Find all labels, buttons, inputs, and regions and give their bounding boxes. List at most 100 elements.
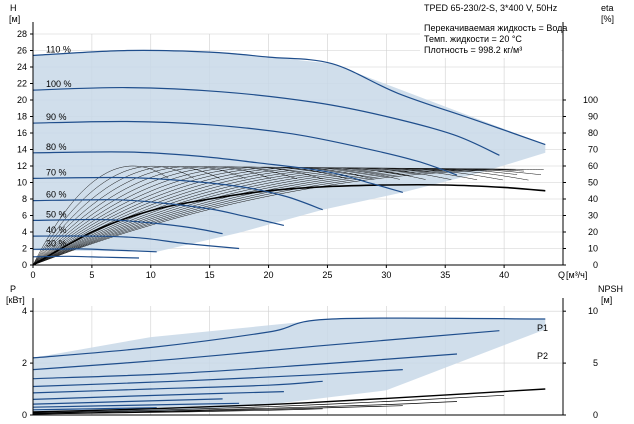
power-curve-0: [32, 317, 546, 359]
chart-title: TPED 65-230/2-S, 3*400 V, 50Hz: [424, 3, 558, 13]
efficiency-curve-8: [32, 167, 375, 266]
npsh-curve-1: [32, 394, 505, 414]
efficiency-curve-20: [32, 168, 544, 266]
power-curve-5: [32, 391, 284, 400]
speed-curve-7: [32, 235, 240, 250]
y-tick-label-10: 20: [17, 95, 27, 105]
p-y-tick-label-0: 0: [22, 410, 27, 420]
y-tick-label-2: 4: [22, 227, 27, 237]
npsh-axis-unit: [м]: [601, 295, 612, 305]
power-curve-8: [32, 407, 157, 411]
y-tick-label-4: 8: [22, 194, 27, 204]
y-tick-label-9: 18: [17, 112, 27, 122]
y-tick-label-3: 6: [22, 211, 27, 221]
head-chart: 110 % 100 % 90 % 80 % 70 % 60 % 50 % 40 % 30 % 0 2…: [9, 3, 614, 280]
efficiency-curve-main: [32, 183, 546, 266]
y2-tick-label-4: 40: [588, 194, 598, 204]
y2-tick-label-6: 60: [588, 161, 598, 171]
p-axis-title: P: [10, 284, 16, 294]
efficiency-curve-4: [32, 166, 272, 266]
speed-curve-label-3: 80 %: [46, 142, 67, 152]
y-tick-label-1: 2: [22, 244, 27, 254]
npsh-y-tick-label-1: 5: [593, 358, 598, 368]
speed-curve-label-0: 110 %: [46, 44, 71, 54]
y2-axis-title: eta: [601, 3, 614, 13]
efficiency-curve-18: [32, 168, 504, 266]
info-line-1: Темп. жидкости = 20 °C: [424, 34, 522, 44]
y-tick-label-11: 22: [17, 79, 27, 89]
x-axis-name: Q: [558, 270, 565, 280]
y2-tick-label-0: 0: [593, 260, 598, 270]
x-tick-label-6: 30: [381, 270, 391, 280]
speed-curve-0: [32, 49, 546, 146]
y-tick-label-6: 12: [17, 161, 27, 171]
speed-curve-6: [32, 218, 223, 235]
y-axis-unit: [м]: [9, 14, 20, 24]
y-tick-label-13: 26: [17, 46, 27, 56]
y-tick-label-12: 24: [17, 62, 27, 72]
y2-tick-label-9: 90: [588, 112, 598, 122]
power-curve-6: [32, 398, 223, 405]
speed-curve-5: [32, 199, 285, 226]
speed-curve-9: [32, 255, 140, 259]
npsh-curve-0: [32, 388, 546, 413]
speed-curve-2: [32, 120, 458, 176]
y-tick-label-7: 14: [17, 145, 27, 155]
y2-tick-label-5: 50: [588, 178, 598, 188]
y2-tick-label-3: 30: [588, 211, 598, 221]
y2-axis-unit: [%]: [601, 14, 614, 24]
y2-tick-label-1: 10: [588, 244, 598, 254]
speed-curve-label-5: 60 %: [46, 190, 67, 200]
info-line-0: Перекачиваемая жидкость = Вода: [424, 23, 567, 33]
x-tick-label-5: 25: [322, 270, 332, 280]
npsh-curve-2: [32, 401, 458, 414]
series-label-p1: P1: [537, 323, 548, 333]
speed-curve-label-8: 30 %: [46, 238, 67, 248]
speed-curve-label-7: 40 %: [46, 225, 67, 235]
p-y-tick-label-1: 2: [22, 358, 27, 368]
efficiency-curve-9: [32, 167, 400, 266]
power-curve-1: [32, 330, 500, 371]
speed-curve-8: [32, 248, 157, 253]
speed-curve-1: [32, 86, 500, 156]
efficiency-curve-0: [32, 165, 169, 266]
npsh-axis-title: NPSH: [598, 284, 623, 294]
y-tick-label-5: 10: [17, 178, 27, 188]
power-curve-4: [32, 380, 323, 394]
x-tick-label-2: 10: [146, 270, 156, 280]
speed-curve-label-6: 50 %: [46, 209, 67, 219]
x-tick-label-8: 40: [499, 270, 509, 280]
p-axis-unit: [кВт]: [6, 295, 25, 305]
info-box: [420, 24, 561, 58]
x-tick-label-0: 0: [30, 270, 35, 280]
y-tick-label-8: 16: [17, 128, 27, 138]
speed-curve-4: [32, 176, 323, 211]
power-curve-3: [32, 369, 403, 388]
y2-tick-label-10: 100: [583, 95, 598, 105]
power-curve-7: [32, 402, 240, 408]
y2-tick-label-8: 80: [588, 128, 598, 138]
speed-curve-3: [32, 151, 403, 193]
x-tick-label-3: 15: [205, 270, 215, 280]
efficiency-curve-3: [32, 166, 246, 266]
y-axis-title: H: [10, 3, 17, 13]
x-tick-label-4: 20: [264, 270, 274, 280]
x-axis-unit: [м³/ч]: [566, 270, 587, 280]
y2-tick-label-7: 70: [588, 145, 598, 155]
power-curve-2: [32, 353, 458, 380]
speed-curve-label-2: 90 %: [46, 112, 67, 122]
npsh-y-tick-label-0: 0: [593, 410, 598, 420]
x-tick-label-1: 5: [89, 270, 94, 280]
y-tick-label-14: 28: [17, 29, 27, 39]
power-chart: 0 2 4 0 5 10 P[кВт] NPSH[м] P1 P2: [6, 284, 623, 420]
npsh-y-tick-label-2: 10: [588, 306, 598, 316]
series-label-p2: P2: [537, 351, 548, 361]
x-tick-label-7: 35: [440, 270, 450, 280]
speed-curve-label-1: 100 %: [46, 79, 72, 89]
efficiency-curve-7: [32, 166, 349, 266]
efficiency-curve-13: [32, 167, 503, 266]
npsh-curve-4: [32, 408, 323, 415]
speed-curve-label-4: 70 %: [46, 167, 67, 177]
y2-tick-label-2: 20: [588, 227, 598, 237]
